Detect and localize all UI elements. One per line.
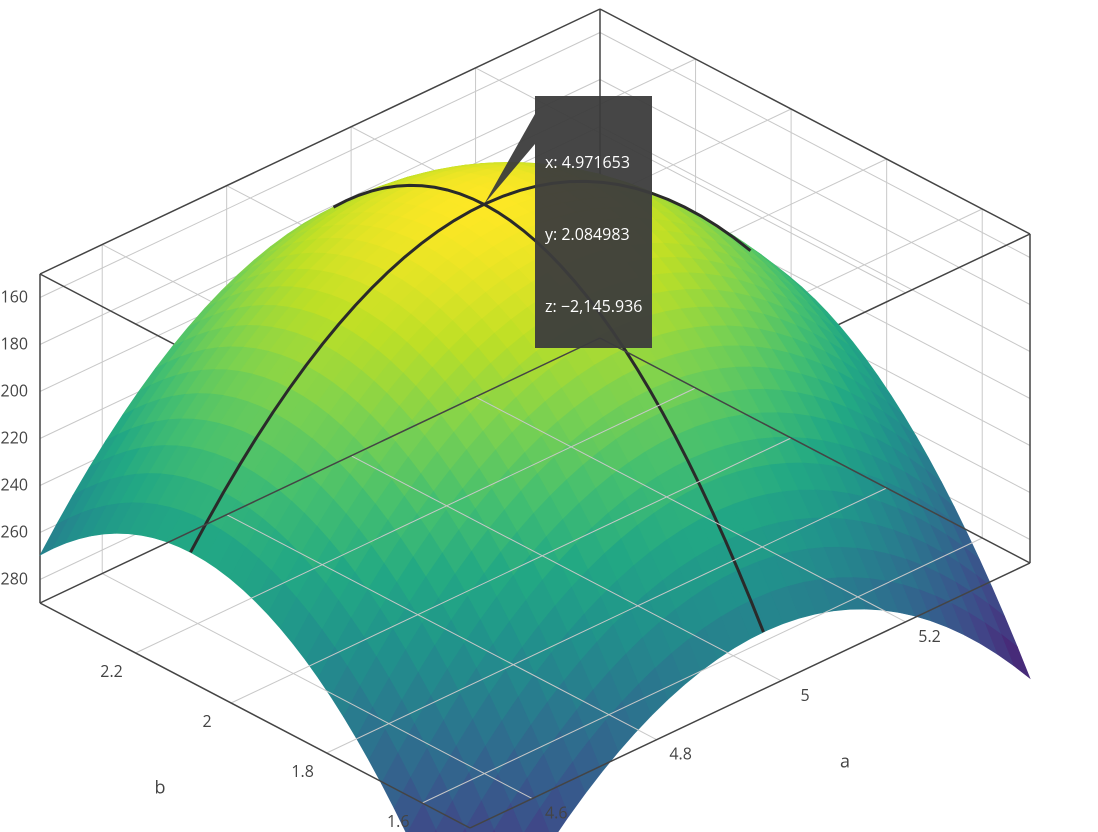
- svg-text:4.8: 4.8: [669, 743, 692, 765]
- svg-text:a: a: [840, 750, 850, 774]
- plot-container: { "chart": { "type": "surface3d", "width…: [0, 0, 1098, 832]
- svg-text:−2200: −2200: [0, 380, 28, 402]
- svg-text:2.2: 2.2: [100, 660, 123, 682]
- svg-text:4.6: 4.6: [545, 802, 568, 824]
- svg-text:−2220: −2220: [0, 427, 28, 449]
- svg-text:5.2: 5.2: [918, 625, 941, 647]
- svg-text:2: 2: [203, 710, 212, 732]
- surface-plot[interactable]: −2280−2260−2240−2220−2200−2180−2160log-l…: [0, 0, 1098, 832]
- svg-text:1.8: 1.8: [291, 760, 314, 782]
- svg-text:−2160: −2160: [0, 286, 28, 308]
- svg-text:−2260: −2260: [0, 521, 28, 543]
- svg-text:−2280: −2280: [0, 568, 28, 590]
- svg-text:−2240: −2240: [0, 474, 28, 496]
- svg-text:5: 5: [801, 684, 810, 706]
- svg-text:b: b: [154, 776, 165, 800]
- svg-text:1.6: 1.6: [387, 810, 410, 832]
- svg-text:−2180: −2180: [0, 333, 28, 355]
- surface: [40, 162, 1030, 832]
